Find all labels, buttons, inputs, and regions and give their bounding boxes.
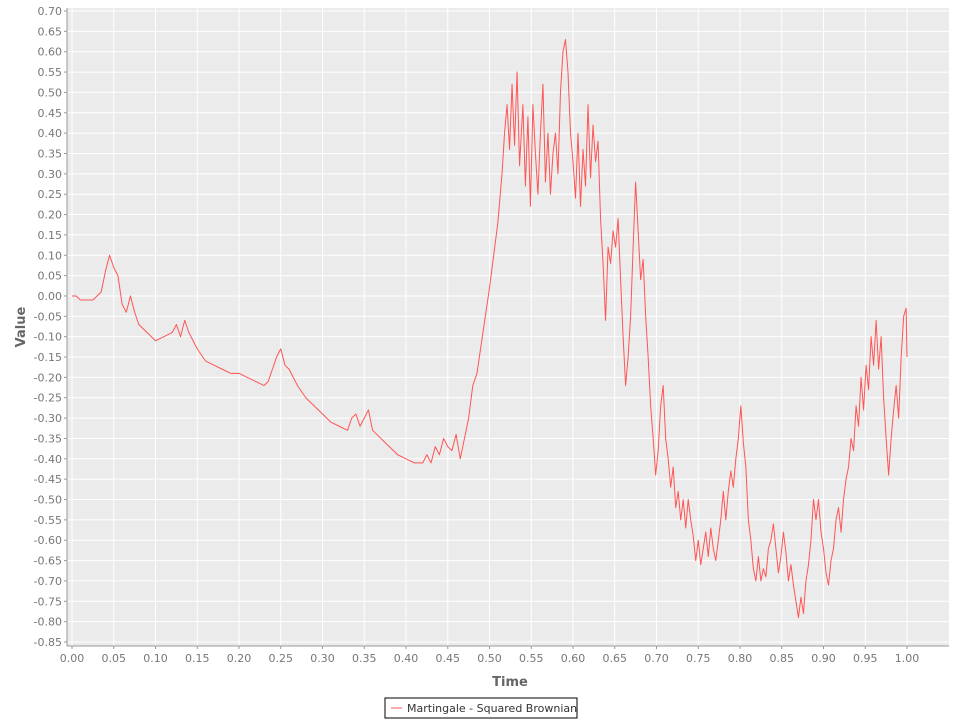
x-tick-label: 0.80 (728, 652, 753, 665)
y-tick-label: 0.55 (38, 66, 63, 79)
x-tick-label: 1.00 (895, 652, 920, 665)
y-tick-label: -0.30 (34, 412, 62, 425)
y-tick-label: 0.40 (38, 127, 63, 140)
x-tick-label: 0.30 (310, 652, 335, 665)
y-tick-label: -0.10 (34, 331, 62, 344)
x-tick-label: 0.15 (185, 652, 210, 665)
y-tick-label: 0.70 (38, 5, 63, 18)
legend-label: Martingale - Squared Brownian (407, 702, 577, 715)
y-tick-label: 0.10 (38, 249, 63, 262)
y-tick-label: -0.50 (34, 494, 62, 507)
y-tick-label: 0.25 (38, 188, 63, 201)
y-tick-label: -0.35 (34, 432, 62, 445)
y-tick-label: 0.30 (38, 168, 63, 181)
legend-box (384, 697, 578, 719)
y-tick-label: 0.15 (38, 229, 63, 242)
plot-area-background (67, 8, 949, 646)
y-tick-label: -0.20 (34, 371, 62, 384)
y-tick-label: -0.25 (34, 392, 62, 405)
gridlines (67, 8, 949, 646)
y-tick-label: 0.20 (38, 209, 63, 222)
y-tick-label: 0.50 (38, 86, 63, 99)
x-tick-label: 0.95 (853, 652, 878, 665)
x-tick-label: 0.35 (352, 652, 377, 665)
y-tick-label: -0.85 (34, 636, 62, 649)
axis-ticks: 0.70 0.65 0.60 0.55 0.50 0.45 0.40 0.35 0.30 0.25… (34, 5, 949, 665)
x-tick-label: 0.10 (143, 652, 168, 665)
y-tick-label: 0.45 (38, 107, 63, 120)
y-tick-label: -0.15 (34, 351, 62, 364)
x-tick-label: 0.65 (603, 652, 628, 665)
x-tick-label: 0.05 (102, 652, 127, 665)
y-tick-label: -0.05 (34, 310, 62, 323)
x-tick-label: 0.75 (686, 652, 711, 665)
y-tick-label: 0.05 (38, 270, 63, 283)
y-tick-label: -0.55 (34, 514, 62, 527)
y-tick-label: -0.45 (34, 473, 62, 486)
x-tick-label: 0.70 (644, 652, 669, 665)
series-layer (72, 39, 908, 619)
y-axis-title: Value (14, 306, 29, 347)
x-tick-label: 0.00 (60, 652, 85, 665)
y-tick-label: 0.65 (38, 25, 63, 38)
y-tick-label: 0.00 (38, 290, 63, 303)
y-tick-label: 0.60 (38, 46, 63, 59)
legend: Martingale - Squared Brownian (384, 697, 578, 719)
y-tick-label: -0.65 (34, 555, 62, 568)
series-line-0 (72, 39, 908, 619)
y-tick-label: -0.75 (34, 595, 62, 608)
x-tick-label: 0.85 (770, 652, 795, 665)
y-tick-label: -0.60 (34, 534, 62, 547)
x-tick-label: 0.45 (436, 652, 461, 665)
y-tick-label: -0.70 (34, 575, 62, 588)
x-axis-title: Time (492, 675, 528, 690)
y-tick-label: -0.80 (34, 616, 62, 629)
x-tick-label: 0.50 (477, 652, 502, 665)
x-tick-label: 0.60 (561, 652, 586, 665)
x-tick-label: 0.40 (394, 652, 419, 665)
y-tick-label: 0.35 (38, 147, 63, 160)
x-tick-label: 0.90 (811, 652, 836, 665)
x-tick-label: 0.25 (269, 652, 294, 665)
y-tick-label: -0.40 (34, 453, 62, 466)
x-tick-label: 0.20 (227, 652, 252, 665)
x-tick-label: 0.55 (519, 652, 544, 665)
